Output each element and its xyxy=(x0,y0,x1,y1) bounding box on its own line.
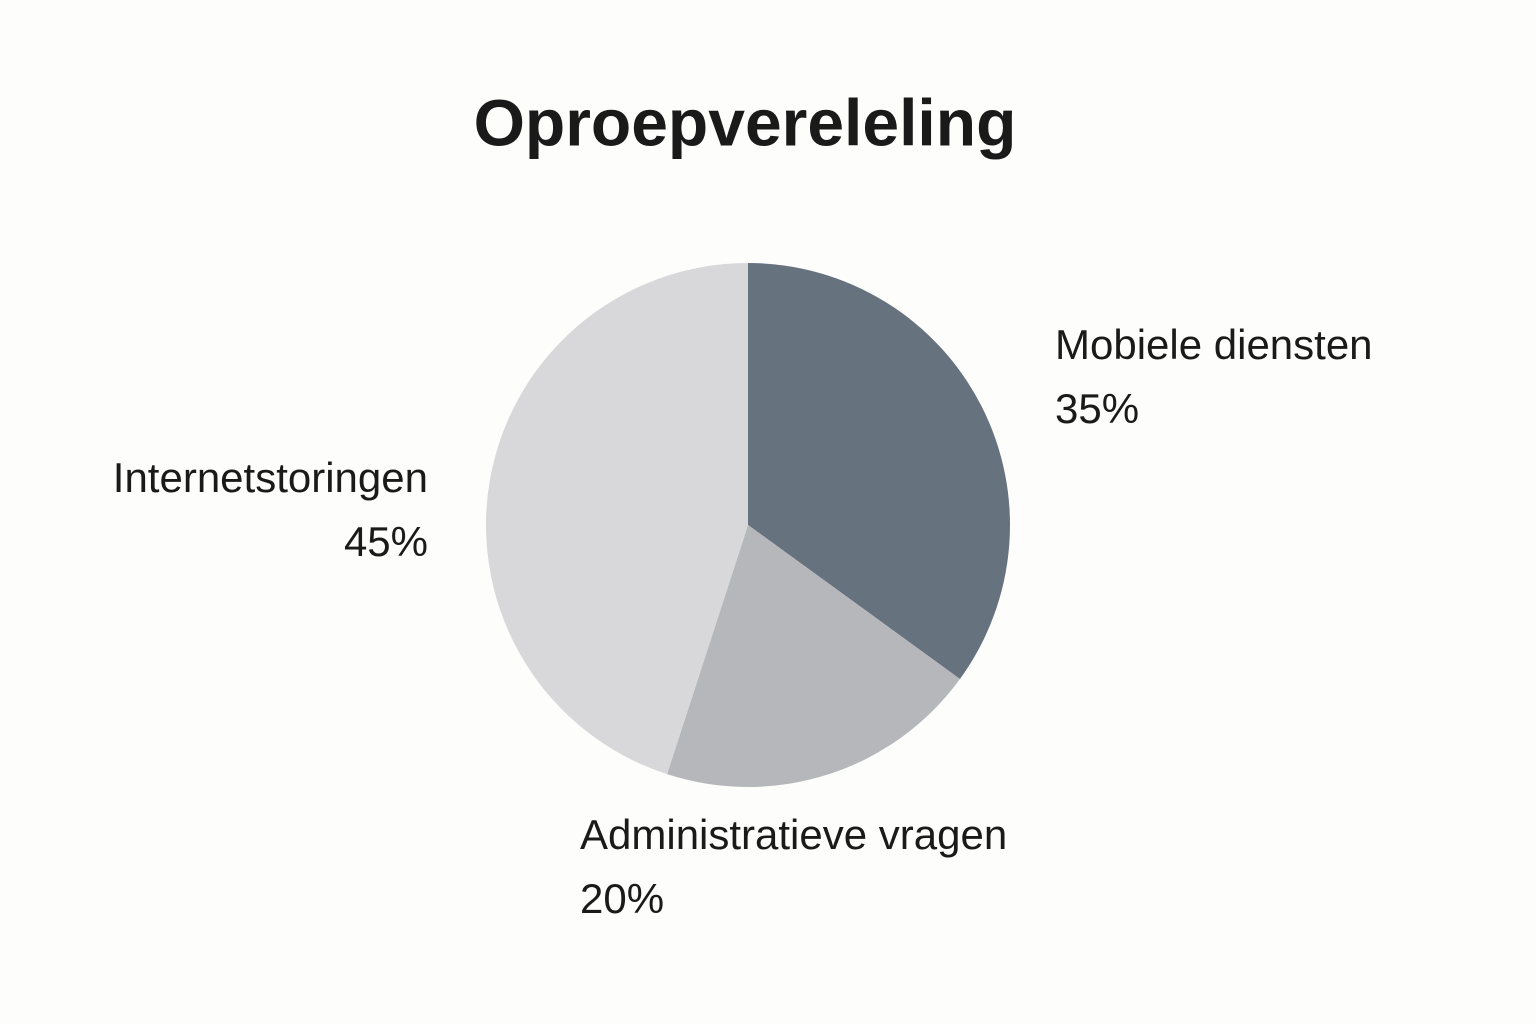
pie-slice xyxy=(486,263,748,775)
pie-slice xyxy=(667,525,960,788)
slice-value-label: 45% xyxy=(344,518,428,565)
slice-value-label: 35% xyxy=(1055,385,1139,432)
chart-title: Oproepvereleling xyxy=(474,85,1017,159)
slice-value-label: 20% xyxy=(580,875,664,922)
slice-label: Mobiele diensten xyxy=(1055,321,1373,368)
slice-label: Internetstoringen xyxy=(113,454,428,501)
slice-label: Administratieve vragen xyxy=(580,811,1007,858)
pie-slice xyxy=(748,263,1010,679)
